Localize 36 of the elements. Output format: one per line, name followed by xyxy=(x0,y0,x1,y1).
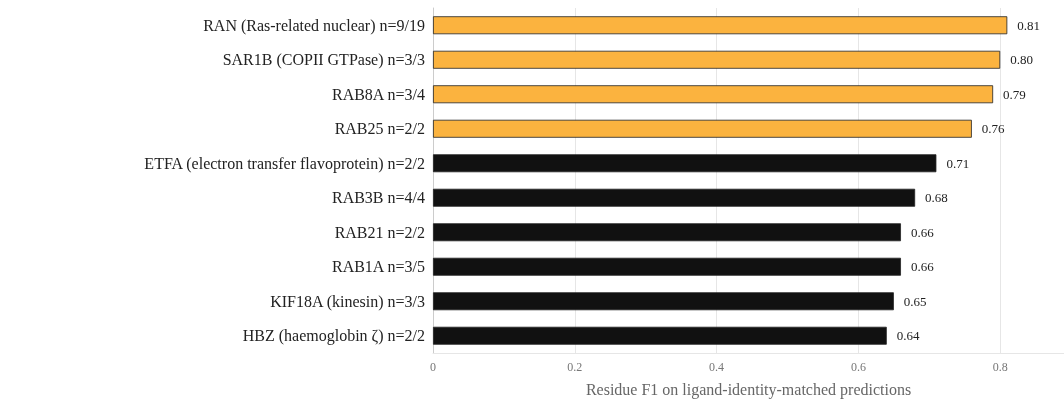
y-tick-label: RAB3B n=4/4 xyxy=(331,189,425,207)
data-label: 0.71 xyxy=(946,155,970,171)
y-tick-label: ETFA (electron transfer flavoprotein) n=2/2 xyxy=(144,154,425,173)
data-label: 0.76 xyxy=(981,121,1006,137)
y-tick-label: RAB25 n=2/2 xyxy=(334,120,425,138)
y-tick-label: SAR1B (COPII GTPase) n=3/3 xyxy=(222,51,425,70)
bar xyxy=(433,50,1001,69)
y-tick-label: RAN (Ras-related nuclear) n=9/19 xyxy=(203,16,425,35)
bar xyxy=(433,154,937,173)
x-tick-label: 0.2 xyxy=(567,360,583,374)
data-label: 0.81 xyxy=(1017,17,1041,33)
data-label: 0.65 xyxy=(903,293,927,309)
x-tick-label: 0 xyxy=(430,360,436,374)
bar xyxy=(433,257,901,276)
data-label: 0.80 xyxy=(1010,52,1033,68)
bar xyxy=(433,16,1008,35)
x-tick-label: 0.6 xyxy=(850,360,866,374)
y-tick-label: RAB8A n=3/4 xyxy=(331,85,425,103)
bar xyxy=(433,292,894,311)
data-label: 0.68 xyxy=(925,190,948,206)
bar xyxy=(433,85,994,104)
x-axis-title: Residue F1 on ligand-identity-matched predictions xyxy=(585,380,912,399)
data-label: 0.64 xyxy=(896,328,920,344)
x-tick-label: 0.4 xyxy=(709,360,725,374)
data-label: 0.66 xyxy=(910,224,935,240)
y-tick-label: HBZ (haemoglobin ζ) n=2/2 xyxy=(242,327,425,346)
bar xyxy=(433,223,901,242)
y-tick-label: RAB1A n=3/5 xyxy=(331,258,425,276)
y-tick-label: RAB21 n=2/2 xyxy=(334,223,425,241)
data-label: 0.79 xyxy=(1003,86,1026,102)
bar xyxy=(433,119,972,138)
y-tick-label: KIF18A (kinesin) n=3/3 xyxy=(270,292,425,311)
x-tick-label: 0.8 xyxy=(992,360,1008,374)
bar xyxy=(433,326,887,345)
bar xyxy=(433,188,916,207)
data-label: 0.66 xyxy=(910,259,935,275)
